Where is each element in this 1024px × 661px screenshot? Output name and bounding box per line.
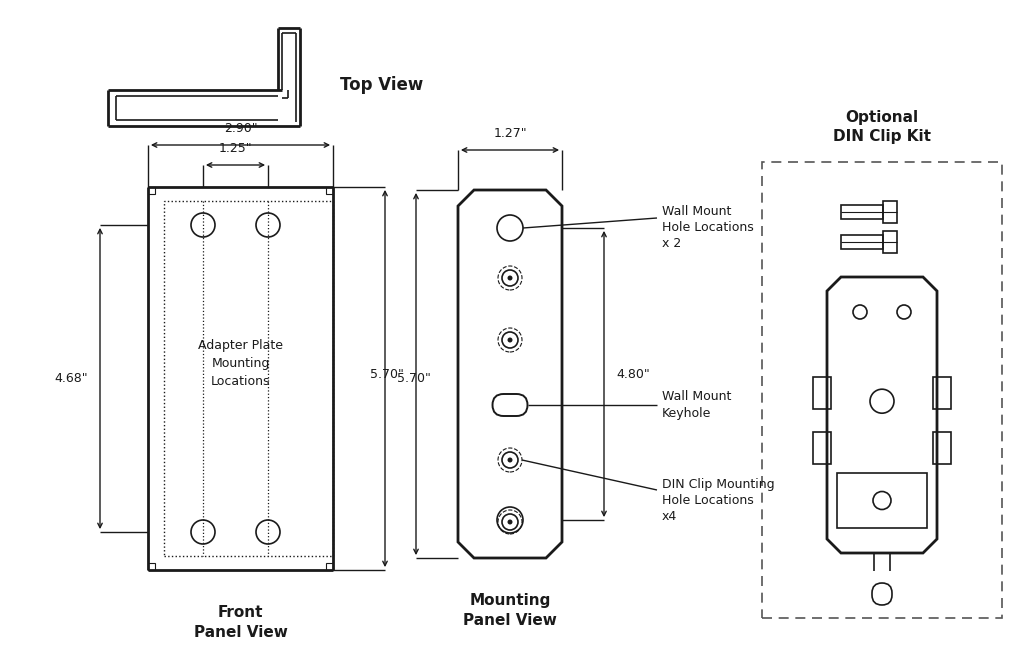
Text: Optional
DIN Clip Kit: Optional DIN Clip Kit xyxy=(833,110,931,144)
Text: Top View: Top View xyxy=(340,76,423,94)
Text: Wall Mount
Hole Locations
x 2: Wall Mount Hole Locations x 2 xyxy=(662,205,754,250)
Text: 5.70": 5.70" xyxy=(397,372,431,385)
Bar xyxy=(841,205,883,219)
Bar xyxy=(326,563,333,570)
Bar xyxy=(148,563,155,570)
Text: Adapter Plate
Mounting
Locations: Adapter Plate Mounting Locations xyxy=(198,339,283,388)
Bar xyxy=(813,432,831,464)
Bar xyxy=(762,162,1002,618)
Text: 1.27": 1.27" xyxy=(494,127,526,140)
Circle shape xyxy=(508,276,512,280)
Bar xyxy=(813,377,831,409)
Text: 2.90": 2.90" xyxy=(223,122,257,135)
Text: DIN Clip Mounting
Hole Locations
x4: DIN Clip Mounting Hole Locations x4 xyxy=(662,478,774,523)
Bar xyxy=(883,201,897,223)
Circle shape xyxy=(508,457,512,463)
Bar xyxy=(933,377,951,409)
Bar xyxy=(326,187,333,194)
Text: Wall Mount
Keyhole: Wall Mount Keyhole xyxy=(662,391,731,420)
Text: 4.68": 4.68" xyxy=(54,372,88,385)
Bar xyxy=(841,235,883,249)
Bar xyxy=(933,432,951,464)
Bar xyxy=(164,201,333,556)
Text: 1.25": 1.25" xyxy=(219,142,252,155)
Text: Mounting
Panel View: Mounting Panel View xyxy=(463,593,557,628)
Text: Front
Panel View: Front Panel View xyxy=(194,605,288,640)
Bar xyxy=(883,231,897,253)
Circle shape xyxy=(508,338,512,342)
Text: 5.70": 5.70" xyxy=(370,368,404,381)
Bar xyxy=(148,187,155,194)
Text: 4.80": 4.80" xyxy=(616,368,650,381)
Bar xyxy=(837,473,927,528)
Circle shape xyxy=(508,520,512,524)
